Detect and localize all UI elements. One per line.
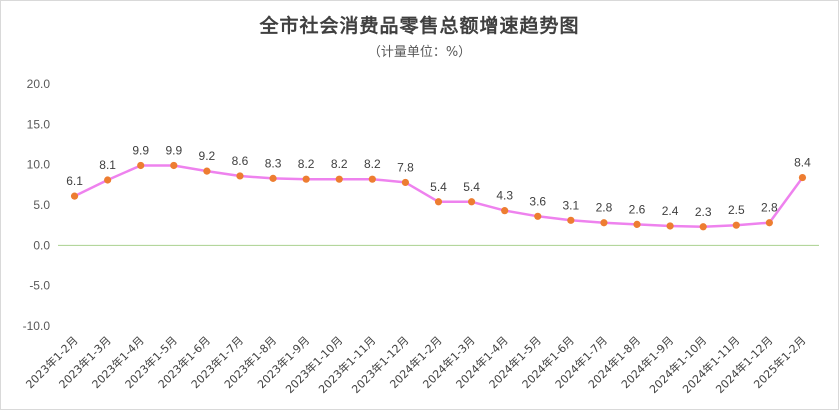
data-point [567, 216, 575, 224]
data-label: 2.8 [761, 201, 778, 215]
x-tick-label: 2023年1-11月 [316, 333, 379, 396]
x-tick-label: 2023年1-10月 [282, 333, 345, 396]
x-tick-label: 2023年1-12月 [349, 333, 412, 396]
data-label: 5.4 [430, 180, 447, 194]
data-point [534, 212, 542, 220]
data-point [203, 167, 211, 175]
y-tick-label: -10.0 [23, 319, 51, 333]
data-label: 4.3 [496, 189, 513, 203]
data-label: 3.6 [529, 194, 546, 208]
x-tick-label: 2024年1-12月 [713, 333, 776, 396]
data-point [335, 175, 343, 183]
data-point [467, 198, 476, 206]
y-tick-label: 0.0 [33, 238, 50, 252]
data-point [699, 223, 707, 231]
data-point [302, 175, 310, 183]
chart-title: 全市社会消费品零售总额增速趋势图 [259, 15, 580, 37]
data-label: 6.1 [66, 174, 83, 188]
y-tick-label: 10.0 [27, 158, 51, 172]
data-label: 8.2 [298, 157, 315, 171]
data-label: 2.3 [695, 205, 712, 219]
data-label: 2.4 [662, 204, 679, 218]
data-point [269, 174, 277, 182]
data-label: 2.6 [629, 202, 646, 216]
data-point [600, 219, 608, 227]
chart-subtitle: （计量单位：%） [367, 45, 472, 60]
data-label: 9.9 [132, 143, 149, 157]
y-tick-label: -5.0 [29, 279, 50, 293]
data-point [732, 221, 740, 229]
data-point [666, 222, 674, 230]
data-label: 2.8 [596, 201, 613, 215]
data-label: 5.4 [463, 180, 480, 194]
data-point [501, 207, 509, 215]
data-point [401, 178, 410, 187]
series-line [73, 164, 804, 229]
data-label: 2.5 [728, 203, 745, 217]
data-label: 8.2 [364, 157, 381, 171]
data-label: 8.1 [99, 158, 116, 172]
y-tick-label: 15.0 [27, 117, 51, 131]
data-point [236, 172, 244, 180]
data-label: 9.9 [165, 143, 182, 157]
y-tick-label: 5.0 [33, 198, 50, 212]
data-label: 8.2 [331, 157, 348, 171]
data-point [798, 173, 807, 182]
data-label: 9.2 [199, 149, 216, 163]
data-point [70, 192, 79, 200]
data-label: 8.4 [794, 156, 811, 170]
data-label: 8.3 [265, 156, 282, 170]
data-point [104, 176, 112, 184]
data-label: 7.8 [397, 160, 414, 174]
data-point [137, 161, 145, 170]
data-point [434, 198, 443, 206]
y-tick-label: 20.0 [27, 77, 51, 91]
x-tick-label: 2024年1-10月 [646, 333, 709, 396]
data-point [633, 220, 641, 228]
x-tick-label: 2024年1-11月 [679, 333, 742, 396]
data-point [368, 175, 376, 183]
data-label: 8.6 [232, 154, 249, 168]
data-label: 3.1 [563, 198, 580, 212]
data-point [765, 219, 773, 227]
data-point [170, 161, 178, 170]
